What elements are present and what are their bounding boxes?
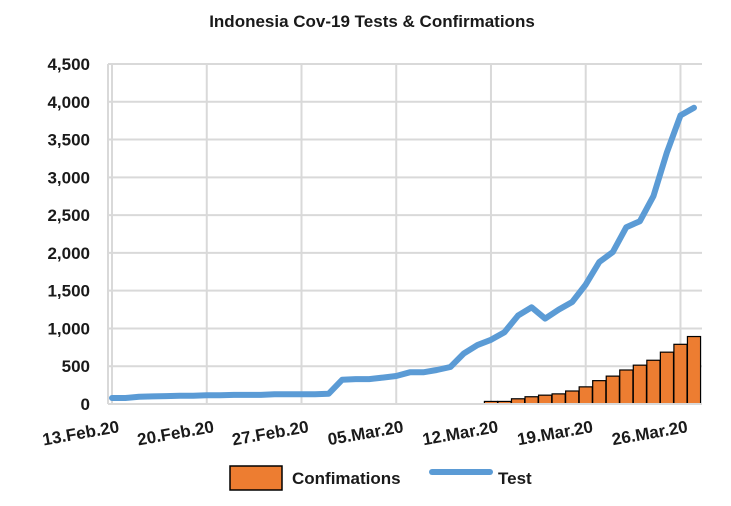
y-tick-label: 0 — [81, 395, 90, 414]
y-tick-label: 1,500 — [47, 282, 90, 301]
line-series — [109, 104, 697, 401]
bar — [578, 386, 593, 405]
x-tick-label: 20.Feb.20 — [136, 417, 216, 449]
bar — [632, 364, 648, 405]
x-tick-label: 05.Mar.20 — [326, 417, 405, 449]
bar — [673, 343, 688, 405]
legend-label-test: Test — [498, 469, 532, 488]
y-tick-label: 1,000 — [47, 319, 90, 338]
legend-swatch-confimations — [229, 465, 283, 491]
x-tick-label: 12.Mar.20 — [421, 417, 500, 449]
chart-title: Indonesia Cov-19 Tests & Confirmations — [209, 12, 535, 31]
bar — [659, 351, 675, 405]
bar — [537, 394, 553, 405]
legend-label-confimations: Confimations — [292, 469, 401, 488]
bar — [524, 396, 539, 405]
y-tick-label: 3,000 — [47, 168, 90, 187]
x-tick-label: 27.Feb.20 — [231, 417, 311, 449]
bar — [619, 369, 634, 405]
x-tick-label: 26.Mar.20 — [610, 417, 689, 449]
y-tick-label: 2,500 — [47, 206, 90, 225]
y-tick-label: 2,000 — [47, 244, 90, 263]
bar-series — [483, 335, 702, 405]
bar — [592, 380, 607, 405]
y-tick-label: 500 — [62, 357, 90, 376]
legend: Confimations Test — [229, 465, 532, 491]
gridlines — [107, 63, 702, 404]
bar — [605, 375, 620, 405]
test-line — [109, 104, 697, 401]
y-tick-label: 3,500 — [47, 131, 90, 150]
x-tick-label: 19.Mar.20 — [516, 417, 595, 449]
bar — [551, 393, 566, 405]
bar — [646, 359, 661, 405]
bar — [565, 390, 580, 405]
y-tick-label: 4,500 — [47, 55, 90, 74]
y-tick-label: 4,000 — [47, 93, 90, 112]
x-tick-label: 13.Feb.20 — [41, 417, 121, 449]
bar — [686, 335, 702, 405]
